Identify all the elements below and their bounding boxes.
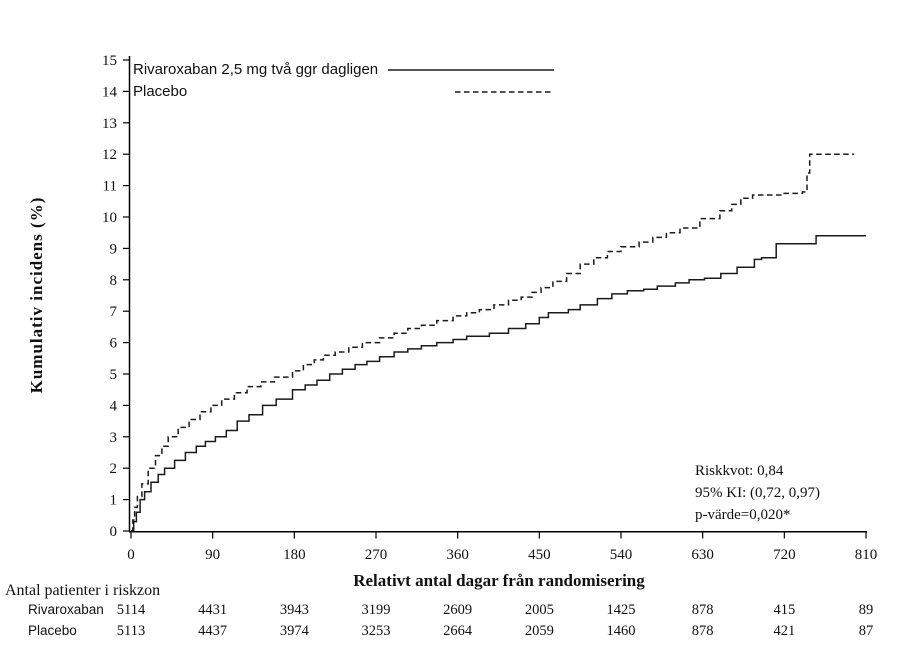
- risk-count: 2664: [443, 623, 473, 639]
- x-tick-label: 810: [855, 547, 878, 563]
- risk-count: 421: [773, 623, 796, 639]
- risk-count: 4437: [198, 623, 228, 639]
- x-tick-label: 720: [773, 547, 796, 563]
- y-tick-label: 13: [102, 116, 117, 132]
- x-tick-label: 540: [610, 547, 633, 563]
- y-axis-title: Kumulativ incidens (%): [27, 196, 46, 394]
- risk-count: 5114: [116, 602, 146, 618]
- risk-count: 415: [773, 602, 796, 618]
- y-tick-label: 2: [110, 461, 118, 477]
- y-tick-label: 9: [110, 241, 118, 257]
- risk-count: 5113: [116, 623, 146, 639]
- risk-count: 878: [691, 602, 714, 618]
- legend-label-placebo: Placebo: [133, 83, 188, 100]
- y-tick-label: 15: [102, 53, 117, 69]
- risk-count: 1460: [606, 623, 636, 639]
- risk-count: 4431: [198, 602, 228, 618]
- x-tick-label: 630: [691, 547, 714, 563]
- risk-count: 2005: [524, 602, 554, 618]
- risk-count: 89: [858, 602, 874, 618]
- risk-row-label-placebo: Placebo: [28, 623, 77, 638]
- x-tick-label: 450: [528, 547, 551, 563]
- y-tick-label: 10: [102, 210, 117, 226]
- y-tick-label: 7: [110, 304, 118, 320]
- risk-table-title: Antal patienter i riskzon: [5, 582, 161, 599]
- confidence-interval-text: 95% KI: (0,72, 0,97): [695, 485, 820, 501]
- y-tick-label: 1: [110, 493, 118, 509]
- rivaroxaban-curve: [131, 235, 866, 532]
- y-tick-label: 14: [102, 84, 118, 100]
- x-tick-label: 90: [205, 547, 220, 563]
- p-value-text: p-värde=0,020*: [695, 507, 791, 523]
- x-tick-label: 0: [127, 547, 135, 563]
- legend-label-rivaroxaban: Rivaroxaban 2,5 mg två ggr dagligen: [133, 61, 379, 78]
- hazard-ratio-text: Riskkvot: 0,84: [695, 463, 784, 479]
- risk-count: 3974: [279, 623, 309, 639]
- risk-row-label-rivaroxaban: Rivaroxaban: [28, 602, 104, 617]
- risk-count: 3199: [361, 602, 391, 618]
- y-tick-label: 3: [110, 430, 118, 446]
- x-tick-label: 270: [365, 547, 388, 563]
- y-tick-label: 4: [110, 398, 118, 414]
- risk-count: 878: [691, 623, 714, 639]
- x-tick-label: 180: [283, 547, 306, 563]
- stats-annotation: Riskkvot: 0,84 95% KI: (0,72, 0,97) p-vä…: [695, 460, 820, 526]
- y-tick-label: 8: [110, 273, 118, 289]
- risk-count: 3253: [361, 623, 391, 639]
- risk-count: 87: [858, 623, 874, 639]
- risk-count: 1425: [606, 602, 636, 618]
- risk-count: 3943: [279, 602, 309, 618]
- y-tick-label: 6: [110, 336, 118, 352]
- placebo-curve: [131, 153, 855, 532]
- x-tick-label: 360: [446, 547, 469, 563]
- y-tick-label: 12: [102, 147, 117, 163]
- y-tick-label: 5: [110, 367, 118, 383]
- y-tick-label: 11: [103, 179, 117, 195]
- x-axis-title: Relativt antal dagar från randomisering: [353, 571, 645, 590]
- risk-count: 2609: [443, 602, 473, 618]
- y-tick-label: 0: [110, 524, 118, 540]
- risk-count: 2059: [524, 623, 554, 639]
